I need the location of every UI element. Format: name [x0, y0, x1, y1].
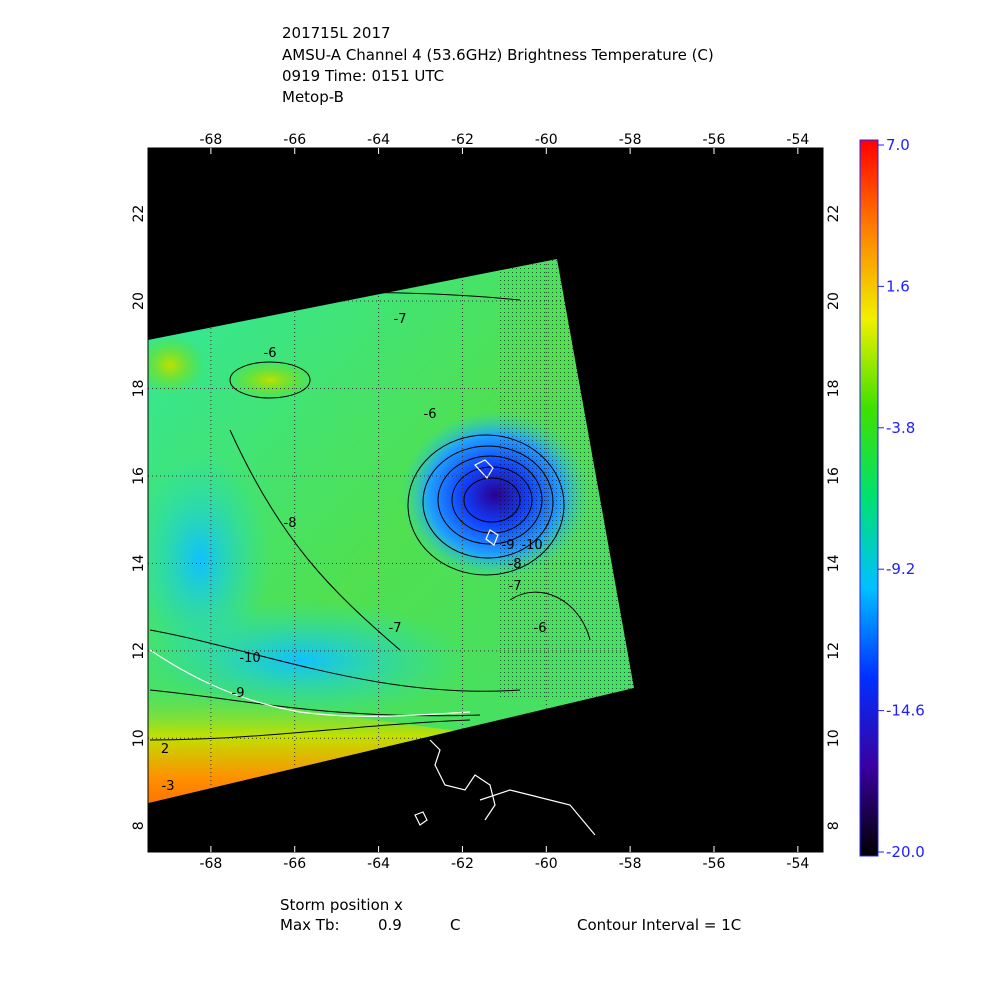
- contour-label: -8: [509, 557, 522, 572]
- title-line: 201715L 2017: [282, 24, 391, 42]
- contour-label: 2: [161, 742, 169, 757]
- contour-label: -9: [502, 538, 515, 553]
- contour-label: -6: [264, 346, 277, 361]
- colorbar-tick-label: 7.0: [886, 136, 910, 154]
- contour-label: -7: [509, 579, 522, 594]
- y-tick-label: 22: [131, 205, 147, 223]
- x-tick-label: -54: [786, 132, 809, 148]
- y-tick-label: 18: [131, 380, 147, 398]
- x-tick-label: -64: [367, 856, 390, 872]
- contour-label: -6: [534, 621, 547, 636]
- title-line: 0919 Time: 0151 UTC: [282, 67, 444, 85]
- y-tick-label: 10: [826, 729, 842, 747]
- x-tick-label: -60: [535, 132, 558, 148]
- y-tick-label: 22: [826, 205, 842, 223]
- x-tick-label: -68: [199, 132, 222, 148]
- x-tick-label: -56: [703, 132, 726, 148]
- contour-label: -10: [521, 538, 542, 553]
- x-tick-label: -68: [199, 856, 222, 872]
- x-tick-label: -58: [619, 132, 642, 148]
- contour-label: -7: [389, 621, 402, 636]
- y-tick-label: 8: [826, 821, 842, 830]
- title-line: AMSU-A Channel 4 (53.6GHz) Brightness Te…: [282, 46, 714, 64]
- y-tick-label: 10: [131, 729, 147, 747]
- x-tick-label: -66: [283, 856, 306, 872]
- contour-label: -10: [239, 651, 260, 666]
- colorbar: [859, 139, 879, 857]
- y-tick-label: 16: [131, 467, 147, 485]
- contour-label: -8: [284, 516, 297, 531]
- colorbar-tick-label: -3.8: [886, 419, 915, 437]
- max-tb-label: Max Tb:: [280, 916, 340, 934]
- coastline: [414, 739, 596, 836]
- y-tick-label: 18: [826, 380, 842, 398]
- contour-label: -9: [232, 686, 245, 701]
- y-tick-label: 16: [826, 467, 842, 485]
- x-tick-label: -62: [451, 132, 474, 148]
- max-tb-unit: C: [450, 916, 460, 934]
- colorbar-tick-label: -14.6: [886, 702, 925, 720]
- y-tick-label: 8: [131, 821, 147, 830]
- y-tick-label: 12: [826, 642, 842, 660]
- contour-label: -3: [162, 779, 175, 794]
- x-tick-label: -62: [451, 856, 474, 872]
- x-tick-label: -60: [535, 856, 558, 872]
- y-tick-label: 14: [131, 554, 147, 572]
- y-tick-label: 14: [826, 554, 842, 572]
- max-tb-value: 0.9: [378, 916, 402, 934]
- x-tick-label: -66: [283, 132, 306, 148]
- y-tick-label: 12: [131, 642, 147, 660]
- x-tick-label: -58: [619, 856, 642, 872]
- title-line: Metop-B: [282, 88, 344, 106]
- contour-label: -7: [394, 312, 407, 327]
- y-tick-label: 20: [826, 292, 842, 310]
- colorbar-tick-label: -9.2: [886, 560, 915, 578]
- x-tick-label: -54: [786, 856, 809, 872]
- map-frame: [147, 147, 824, 853]
- contour-label: -6: [424, 407, 437, 422]
- x-tick-label: -64: [367, 132, 390, 148]
- y-tick-label: 20: [131, 292, 147, 310]
- colorbar-tick-label: -20.0: [886, 843, 925, 861]
- storm-position: Storm position x: [280, 896, 403, 914]
- colorbar-tick-label: 1.6: [886, 277, 910, 295]
- x-tick-label: -56: [703, 856, 726, 872]
- contour-interval: Contour Interval = 1C: [577, 916, 741, 934]
